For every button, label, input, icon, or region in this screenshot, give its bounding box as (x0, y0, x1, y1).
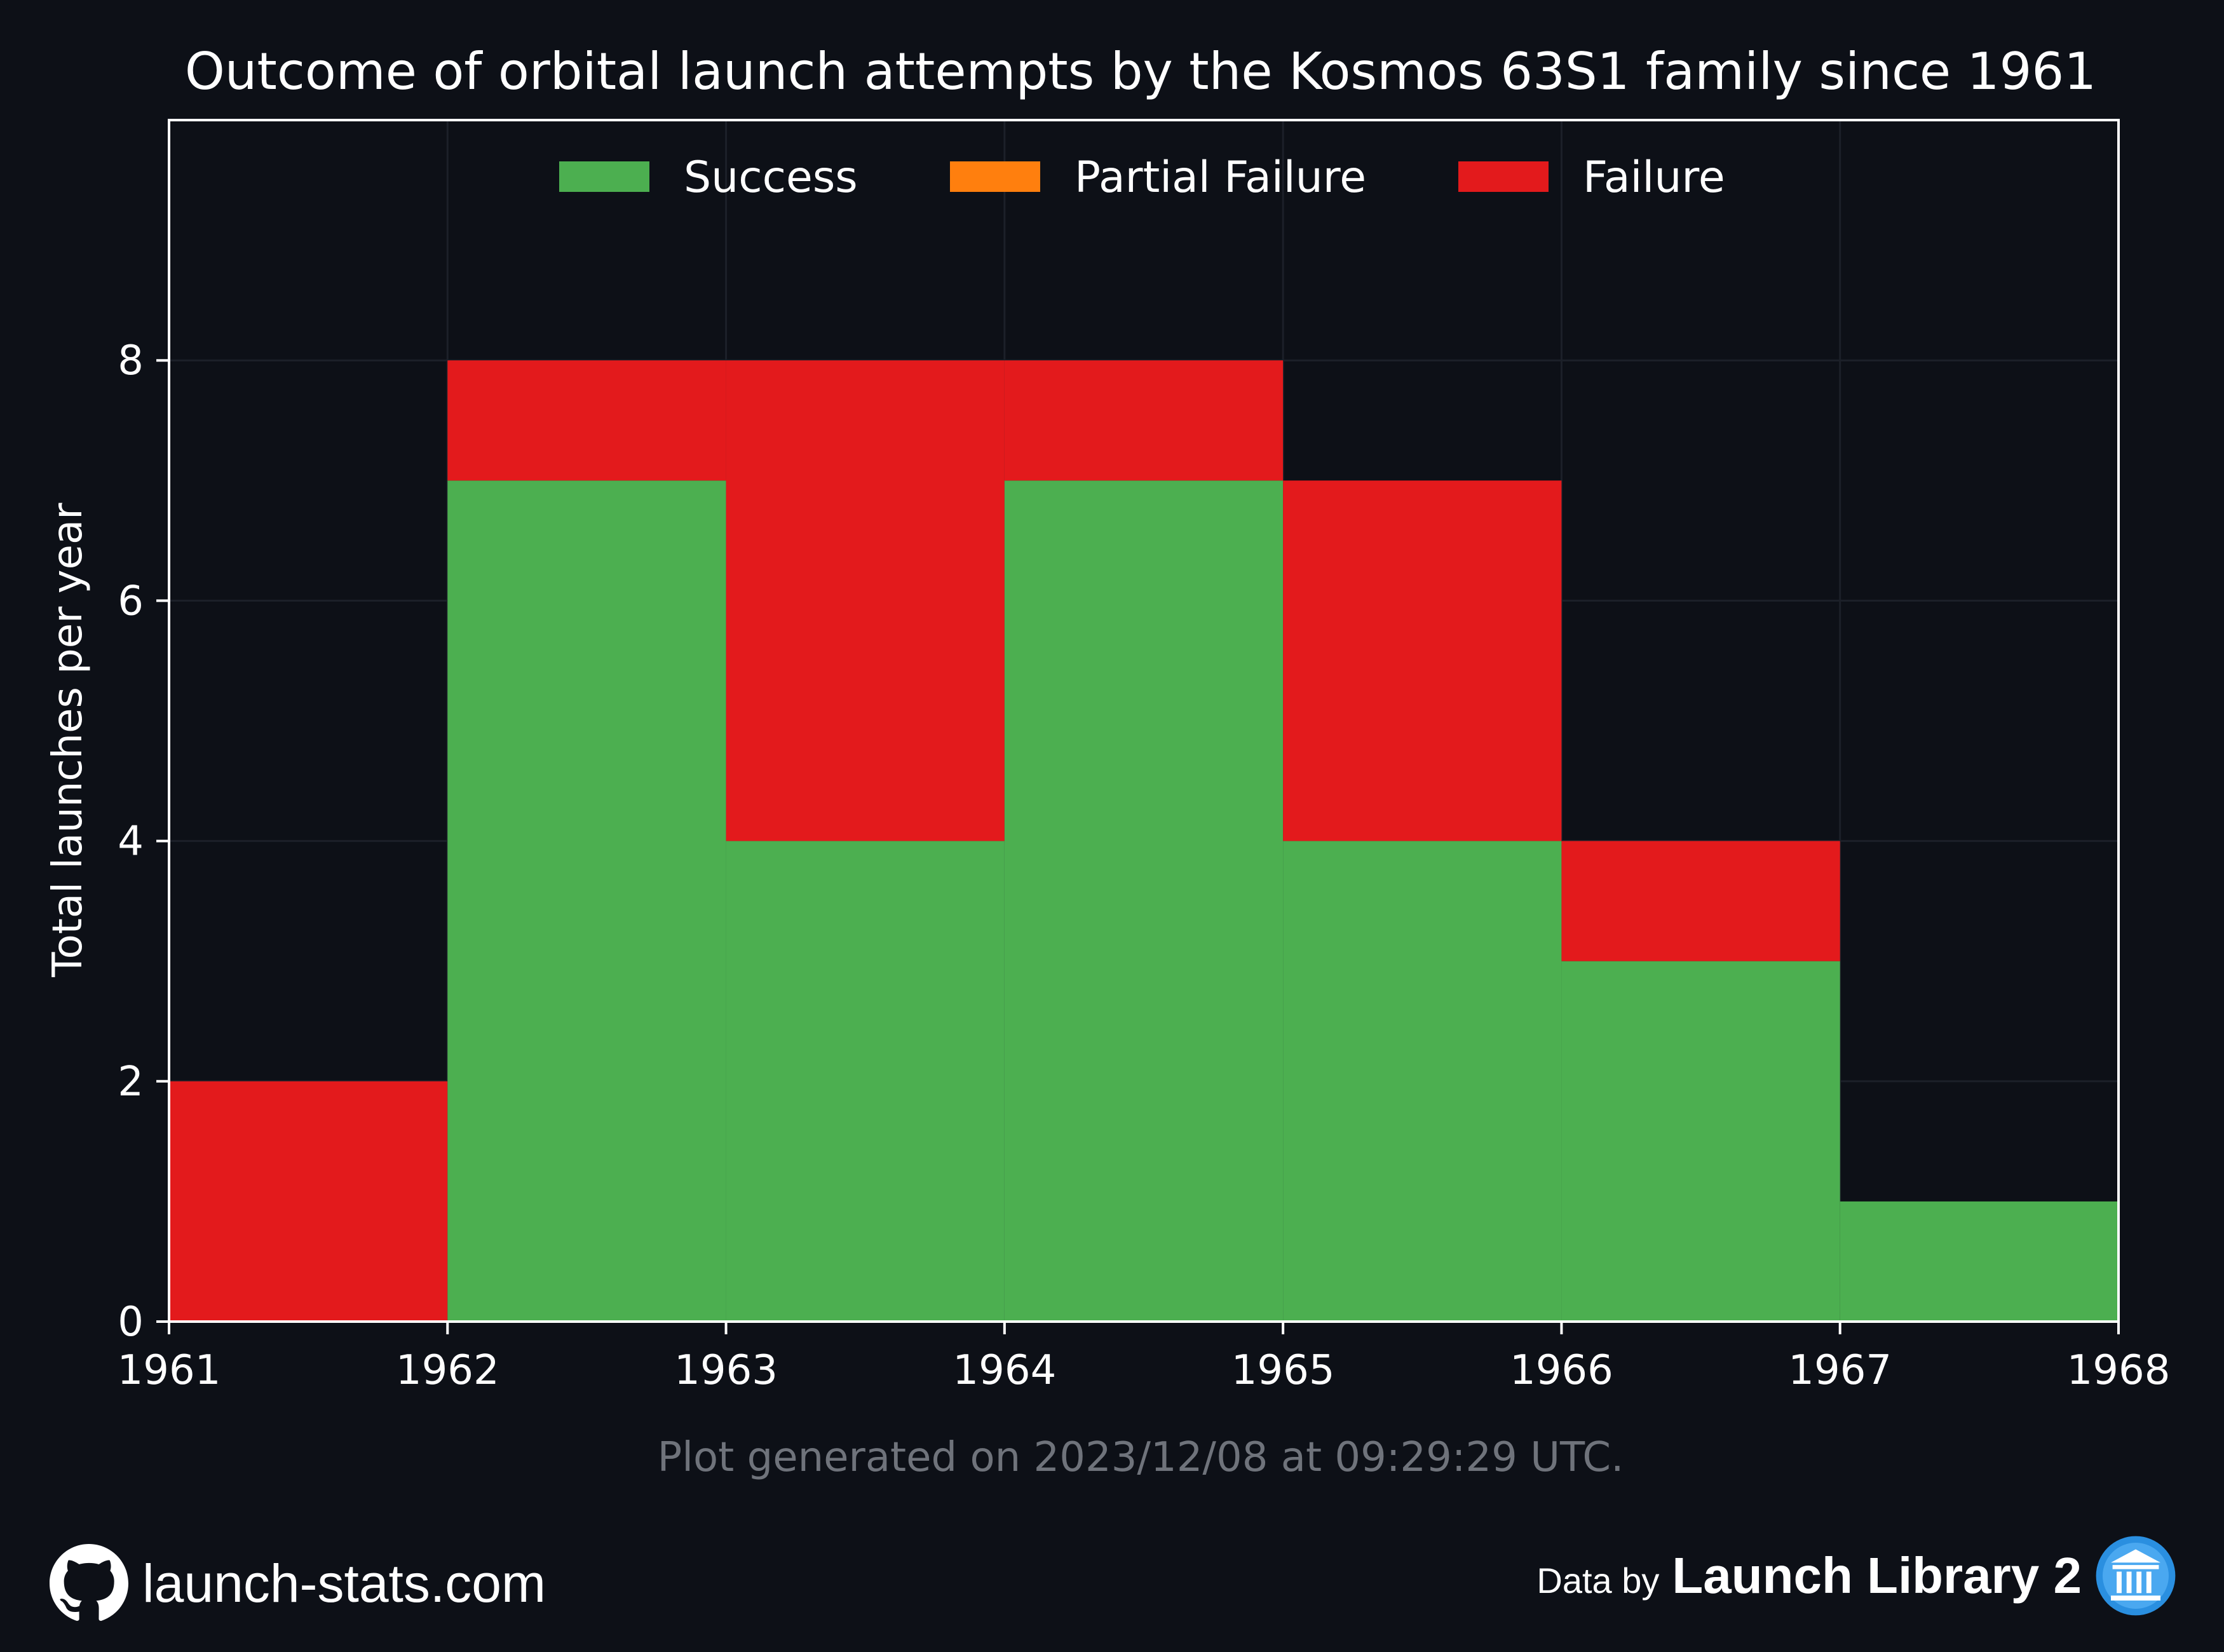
bar-success-1966 (1561, 961, 1840, 1322)
x-axis: 1961 1962 1963 1964 1965 1966 1967 1968 (118, 1322, 2171, 1394)
legend-label: Partial Failure (1075, 152, 1366, 203)
y-tick-label: 2 (118, 1059, 144, 1106)
x-tick-label: 1963 (674, 1347, 778, 1394)
footer-site[interactable]: launch-stats.com (50, 1544, 546, 1623)
legend-label: Success (684, 152, 858, 203)
y-tick-label: 4 (118, 818, 144, 865)
legend-label: Failure (1583, 152, 1725, 203)
y-tick-label: 8 (118, 337, 144, 384)
footer-source: Data by Launch Library 2 (1536, 1534, 2177, 1617)
source-name[interactable]: Launch Library 2 (1672, 1547, 2082, 1604)
bar-failure-1964 (1004, 360, 1284, 481)
launch-library-logo-icon (2096, 1536, 2176, 1616)
x-tick-label: 1968 (2067, 1347, 2171, 1394)
y-tick-label: 0 (118, 1299, 144, 1346)
x-tick-label: 1965 (1231, 1347, 1335, 1394)
bar-success-1963 (726, 841, 1005, 1322)
x-tick-label: 1962 (396, 1347, 499, 1394)
y-tick-label: 6 (118, 578, 144, 625)
data-by-label: Data by (1536, 1560, 1660, 1601)
bar-failure-1961 (169, 1081, 448, 1322)
github-icon (50, 1544, 128, 1621)
bar-success-1967 (1840, 1201, 2119, 1322)
x-tick-label: 1966 (1510, 1347, 1613, 1394)
x-tick-label: 1961 (118, 1347, 221, 1394)
bar-success-1962 (447, 480, 726, 1322)
bar-failure-1966 (1561, 841, 1840, 961)
x-tick-label: 1967 (1788, 1347, 1892, 1394)
chart-title: Outcome of orbital launch attempts by th… (185, 42, 2096, 101)
y-axis-label: Total launches per year (44, 503, 92, 978)
axes-frame (168, 119, 2120, 1323)
bar-failure-1963 (726, 360, 1005, 841)
site-link[interactable]: launch-stats.com (142, 1553, 546, 1613)
footnote: Plot generated on 2023/12/08 at 09:29:29… (658, 1434, 1624, 1481)
bar-failure-1962 (447, 360, 726, 481)
x-tick-label: 1964 (953, 1347, 1056, 1394)
legend-swatch-failure (1458, 161, 1549, 192)
bar-success-1965 (1283, 841, 1562, 1322)
bar-success-1964 (1004, 480, 1284, 1322)
legend-swatch-partial-failure (950, 161, 1040, 192)
legend-swatch-success (559, 161, 649, 192)
y-axis: 0 2 4 6 8 (118, 337, 169, 1346)
bars (169, 360, 2119, 1322)
bar-failure-1965 (1283, 480, 1562, 841)
legend: Success Partial Failure Failure (559, 152, 1725, 203)
